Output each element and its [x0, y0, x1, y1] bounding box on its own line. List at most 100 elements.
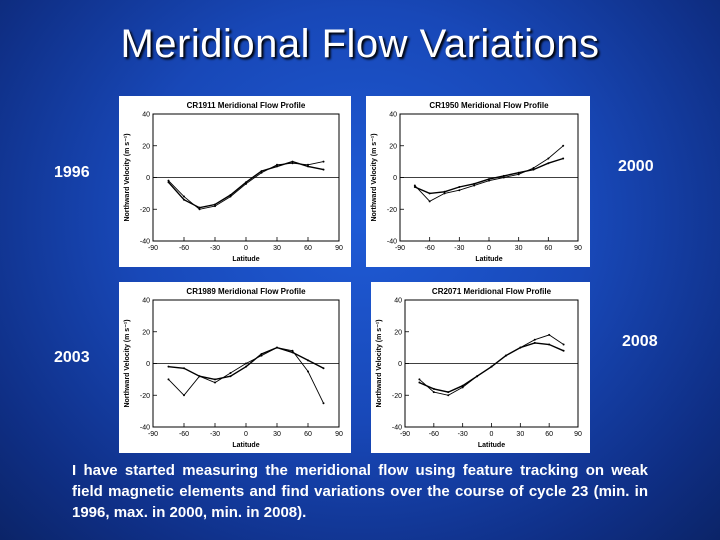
chart-title: CR1950 Meridional Flow Profile — [429, 101, 549, 110]
series-0-point — [447, 394, 450, 397]
x-tick-label: -90 — [400, 431, 410, 438]
series-0-point — [458, 189, 461, 192]
series-0-point — [276, 163, 278, 166]
year-label-1996: 1996 — [54, 164, 90, 181]
x-tick-label: 0 — [244, 245, 248, 252]
series-1-point — [214, 203, 216, 206]
y-tick-label: 0 — [146, 175, 150, 182]
series-0-point — [502, 176, 505, 179]
series-1-point — [307, 165, 309, 168]
y-tick-label: 40 — [394, 298, 402, 305]
x-tick-label: 60 — [304, 431, 312, 438]
series-0-point — [322, 402, 325, 405]
series-1-point — [428, 192, 431, 195]
series-1-point — [198, 206, 201, 209]
series-1-point — [533, 341, 536, 344]
series-0-point — [548, 333, 551, 336]
x-tick-label: -30 — [210, 245, 220, 252]
series-0-point — [307, 163, 309, 166]
chart-cr1911: CR1911 Meridional Flow Profile -90 -60 -30 0… — [124, 101, 343, 263]
series-0-point — [461, 386, 464, 389]
x-tick-label: -90 — [395, 245, 405, 252]
series-0-point — [562, 144, 565, 147]
x-tick-label: -60 — [179, 245, 189, 252]
series-0-point — [562, 343, 565, 346]
series-0-point — [183, 195, 185, 198]
slide-caption: I have started measuring the meridional … — [72, 462, 648, 521]
series-0-point — [443, 192, 446, 195]
y-axis-label: Northward Velocity (m s⁻¹) — [371, 133, 378, 221]
x-tick-label: -90 — [148, 431, 158, 438]
series-1-point — [548, 343, 551, 346]
y-tick-label: 20 — [394, 329, 402, 336]
series-1-point — [167, 365, 170, 368]
series-1-point — [167, 181, 170, 184]
series-1-point — [443, 190, 446, 193]
x-tick-label: -60 — [425, 245, 435, 252]
series-1-point — [322, 168, 325, 171]
x-axis-label: Latitude — [478, 442, 505, 449]
x-tick-label: -60 — [429, 431, 439, 438]
y-tick-label: 40 — [142, 298, 150, 305]
x-tick-label: 30 — [515, 245, 523, 252]
series-0-point — [214, 205, 216, 208]
x-tick-label: 60 — [304, 245, 312, 252]
chart-title: CR2071 Meridional Flow Profile — [432, 287, 552, 296]
series-0-point — [198, 208, 201, 211]
y-tick-label: 0 — [398, 361, 402, 368]
series-1-point — [413, 186, 416, 189]
series-1-point — [458, 186, 461, 189]
x-tick-label: -30 — [454, 245, 464, 252]
series-1-point — [562, 157, 565, 160]
chart-cr1989: CR1989 Meridional Flow Profile -90 -60 -30 0… — [124, 287, 343, 449]
series-1-point — [547, 162, 550, 165]
x-tick-label: 0 — [244, 431, 248, 438]
chart-panel-cr1911: CR1911 Meridional Flow Profile -90 -60 -30 0… — [119, 96, 351, 267]
series-1-point — [418, 381, 421, 384]
series-1-point — [432, 387, 435, 390]
series-1-point — [260, 352, 263, 355]
y-tick-label: -40 — [392, 425, 402, 432]
series-0-point — [307, 370, 309, 373]
series-1-point — [229, 375, 232, 378]
series-0-point — [229, 372, 232, 375]
series-1-point — [260, 170, 263, 173]
chart-title: CR1911 Meridional Flow Profile — [187, 101, 306, 110]
series-1-point — [490, 365, 493, 368]
x-axis-label: Latitude — [232, 256, 259, 263]
y-tick-label: 20 — [389, 143, 397, 150]
series-0-point — [473, 184, 476, 187]
series-0-point — [428, 200, 431, 203]
year-label-2000: 2000 — [618, 158, 654, 175]
series-0-point — [322, 160, 325, 163]
series-1-point — [183, 198, 185, 201]
series-0-point — [291, 349, 294, 352]
series-0-point — [533, 338, 536, 341]
series-0-point — [413, 184, 416, 187]
series-1-point — [183, 367, 185, 370]
series-line-0 — [168, 161, 324, 210]
series-0-point — [432, 391, 435, 394]
chart-panel-cr2071: CR2071 Meridional Flow Profile -90 -60 -30 0… — [371, 282, 590, 453]
y-tick-label: -20 — [387, 207, 397, 214]
series-1-point — [447, 391, 450, 394]
x-axis-label: Latitude — [475, 256, 502, 263]
x-tick-label: 90 — [335, 431, 343, 438]
x-tick-label: -60 — [179, 431, 189, 438]
series-1-point — [517, 171, 520, 174]
series-1-point — [198, 375, 201, 378]
x-tick-label: 60 — [545, 431, 553, 438]
series-1-point — [214, 378, 216, 381]
year-label-2003: 2003 — [54, 349, 90, 366]
series-1-point — [307, 359, 309, 362]
series-1-point — [245, 181, 247, 184]
chart-cr1950: CR1950 Meridional Flow Profile -90 -60 -30 0… — [371, 101, 582, 263]
series-0-point — [488, 179, 490, 182]
x-axis-label: Latitude — [232, 442, 259, 449]
series-1-point — [473, 182, 476, 185]
series-1-point — [322, 367, 325, 370]
y-axis-label: Northward Velocity (m s⁻¹) — [124, 133, 131, 221]
series-0-point — [183, 394, 185, 397]
series-0-point — [167, 378, 170, 381]
x-tick-label: 0 — [490, 431, 494, 438]
